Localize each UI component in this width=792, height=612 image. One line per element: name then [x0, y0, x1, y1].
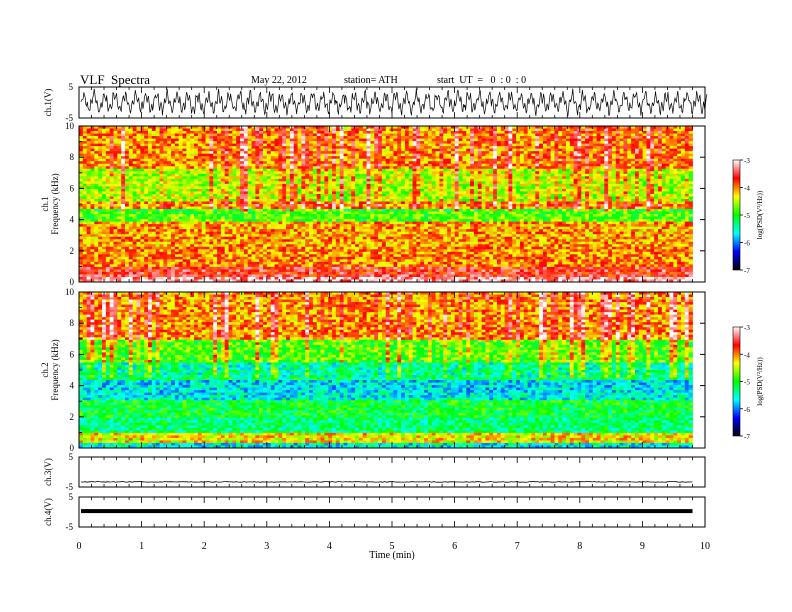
x-tick-label: 6 [452, 541, 457, 552]
y-tick-label: 0 [70, 277, 75, 287]
spectrogram-cells [79, 126, 693, 282]
x-tick-label: 4 [327, 541, 332, 552]
y-tick-label: 2 [70, 412, 75, 422]
y-tick-label: -5 [66, 482, 74, 492]
y-tick-label: 6 [70, 183, 75, 193]
y-axis-channel-label: ch.2 [40, 362, 50, 377]
x-tick-label: 0 [77, 541, 82, 552]
colorbar-tick-label: -6 [744, 406, 750, 414]
x-tick-label: 8 [577, 541, 582, 552]
y-tick-label: 8 [70, 152, 75, 162]
x-tick-label: 7 [515, 541, 520, 552]
y-axis-channel-label: ch.1 [40, 196, 50, 211]
spectrogram-cells [79, 292, 693, 448]
y-axis-label: Frequency (kHz) [50, 339, 60, 400]
colorbar-tick-label: -3 [744, 324, 750, 332]
y-tick-label: -5 [66, 522, 74, 532]
colorbar-tick-label: -5 [744, 212, 750, 220]
ch1-spectrogram: 0 2 4 6 8 10 ch.1 Frequency (kHz) [40, 121, 705, 287]
colorbar-tick-label: -3 [744, 157, 750, 165]
colorbar-tick-label: -7 [744, 433, 750, 441]
y-tick-label: 4 [70, 381, 75, 391]
colorbar-tick-label: -6 [744, 240, 750, 248]
x-axis-title: Time (min) [369, 550, 414, 561]
y-tick-label: 2 [70, 246, 75, 256]
y-tick-label: 6 [70, 349, 75, 359]
x-tick-label: 2 [202, 541, 207, 552]
colorbar-scale [733, 327, 740, 436]
vlf-spectra-figure: 5-5ch.1(V)0246810ch.1 Frequency (kHz)-3-4… [0, 0, 792, 612]
y-tick-label: 5 [69, 492, 74, 502]
x-tick-label: 3 [264, 541, 269, 552]
colorbar-label: log(PSD(V²/Hz)) [756, 190, 764, 239]
x-ticks [79, 457, 705, 487]
colorbar-scale [733, 160, 740, 270]
colorbar-tick-label: -4 [744, 185, 750, 193]
x-tick-label: 9 [640, 541, 645, 552]
colorbar-tick-label: -5 [744, 379, 750, 387]
waveform-trace [81, 89, 707, 117]
y-tick-label: 8 [70, 318, 75, 328]
y-axis-label: Frequency (kHz) [50, 173, 60, 234]
ch3-waveform: 5 -5 ch.3(V) [43, 452, 705, 492]
colorbar-tick-label: -7 [744, 267, 750, 275]
ch4-waveform: 5 -5 ch.4(V) [43, 492, 705, 532]
y-tick-label: 5 [69, 82, 74, 92]
waveform-trace [81, 482, 693, 483]
ch1-waveform: 5-5ch.1(V) [43, 82, 707, 123]
colorbar-label: log(PSD(V²/Hz)) [756, 357, 764, 406]
y-tick-label: 10 [65, 121, 75, 131]
y-tick-label: 4 [70, 215, 75, 225]
colorbar: -3 -4 -5 -6 -7 log(PSD(V²/Hz)) [733, 324, 764, 441]
y-axis-label: ch.1(V) [43, 89, 53, 117]
y-tick-label: 10 [65, 287, 75, 297]
waveform-trace [81, 509, 692, 513]
y-tick-label: 5 [69, 452, 74, 462]
y-axis-label: ch.3(V) [43, 458, 53, 486]
x-tick-label: 1 [139, 541, 144, 552]
colorbar-tick-label: -4 [744, 351, 750, 359]
y-axis-label: ch.4(V) [43, 498, 53, 526]
colorbar: -3 -4 -5 -6 -7 log(PSD(V²/Hz)) [733, 157, 764, 275]
x-tick-label: 10 [700, 541, 710, 552]
